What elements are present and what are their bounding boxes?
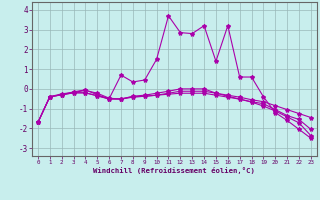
X-axis label: Windchill (Refroidissement éolien,°C): Windchill (Refroidissement éolien,°C)	[93, 167, 255, 174]
